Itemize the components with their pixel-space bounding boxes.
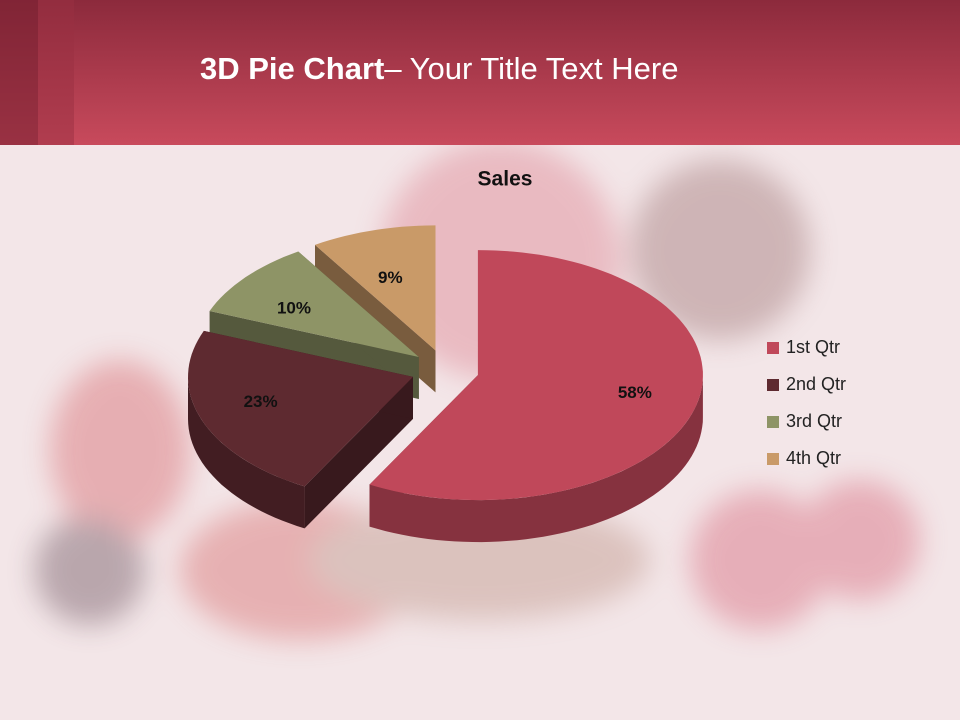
title-rest: – Your Title Text Here [384, 51, 678, 86]
slice-side [369, 375, 703, 543]
slice [369, 250, 703, 543]
chart-title: Sales [478, 168, 533, 191]
data-label: 9% [378, 268, 403, 287]
legend-swatch [767, 453, 779, 465]
slide-title: 3D Pie Chart– Your Title Text Here [200, 51, 678, 86]
slice-top [209, 251, 419, 357]
data-label: 23% [244, 392, 278, 411]
title-bold: 3D Pie Chart [200, 51, 384, 86]
legend-label: 3rd Qtr [786, 411, 842, 431]
slice-top [369, 250, 703, 501]
slice-wall [304, 376, 413, 529]
slice-top [315, 225, 436, 351]
legend-swatch [767, 379, 779, 391]
slice [188, 330, 413, 529]
legend-swatch [767, 342, 779, 354]
legend-label: 1st Qtr [786, 337, 840, 357]
header-strip [38, 0, 74, 145]
header-band [0, 0, 960, 145]
legend-swatch [767, 416, 779, 428]
data-label: 10% [277, 299, 311, 318]
slice-top [188, 330, 413, 487]
header-strip [0, 0, 38, 145]
slice-side [188, 376, 305, 529]
data-label: 58% [618, 383, 652, 402]
legend-label: 2nd Qtr [786, 374, 846, 394]
legend-label: 4th Qtr [786, 448, 841, 468]
